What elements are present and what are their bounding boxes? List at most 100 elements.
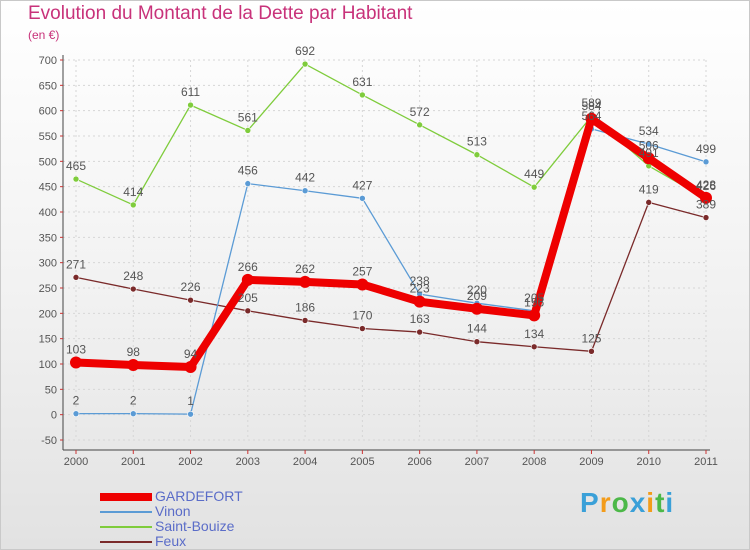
- data-label-vinon: 2: [73, 394, 80, 408]
- data-label-feux: 271: [66, 257, 86, 271]
- legend-swatch-gardefort: [100, 493, 152, 501]
- x-tick-label: 2001: [121, 456, 145, 468]
- data-label-feux: 125: [581, 331, 601, 345]
- data-label-feux: 248: [123, 269, 143, 283]
- data-point-saint-bouize: [301, 60, 309, 68]
- chart-title: Evolution du Montant de la Dette par Hab…: [28, 3, 413, 24]
- data-label-gardefort: 262: [295, 262, 315, 276]
- data-point-vinon: [187, 410, 194, 418]
- y-tick-label: 150: [39, 334, 57, 346]
- legend-label-saint-bouize: Saint-Bouize: [155, 518, 235, 534]
- data-point-gardefort: [470, 302, 483, 315]
- data-point-feux: [187, 296, 194, 304]
- data-point-gardefort: [127, 359, 140, 372]
- x-tick-label: 2008: [522, 456, 546, 468]
- data-point-feux: [530, 343, 538, 351]
- data-label-feux: 144: [467, 322, 487, 336]
- brand-letter: i: [665, 487, 675, 518]
- y-tick-label: -50: [41, 435, 57, 447]
- data-label-feux: 205: [238, 291, 258, 305]
- x-tick-label: 2000: [64, 456, 88, 468]
- data-label-saint-bouize: 589: [581, 96, 601, 110]
- series-line-vinon: [75, 128, 707, 415]
- data-label-saint-bouize: 561: [238, 110, 258, 124]
- data-label-saint-bouize: 631: [352, 75, 372, 89]
- data-label-gardefort: 98: [127, 345, 141, 359]
- legend-swatch-vinon: [100, 511, 152, 513]
- data-label-feux: 170: [352, 309, 372, 323]
- data-label-vinon: 1: [187, 394, 194, 408]
- data-point-feux: [359, 325, 366, 332]
- y-tick-label: 400: [39, 207, 57, 219]
- data-label-gardefort: 196: [524, 295, 544, 309]
- data-point-saint-bouize: [244, 127, 252, 134]
- data-point-feux: [645, 199, 653, 206]
- y-tick-label: 650: [39, 80, 57, 92]
- chart-subtitle: (en €): [28, 28, 60, 42]
- data-point-vinon: [645, 140, 653, 148]
- legend-label-gardefort: GARDEFORT: [155, 488, 243, 504]
- data-point-gardefort: [241, 273, 254, 286]
- x-tick-label: 2007: [465, 456, 489, 468]
- data-label-gardefort: 584: [581, 99, 601, 113]
- legend-label-vinon: Vinon: [155, 503, 191, 519]
- data-label-feux: 186: [295, 300, 315, 314]
- data-label-saint-bouize: 465: [66, 159, 86, 173]
- data-label-saint-bouize: 692: [295, 44, 315, 58]
- series-line-feux: [75, 201, 707, 352]
- data-label-vinon: 499: [696, 142, 716, 156]
- data-label-saint-bouize: 491: [639, 146, 659, 160]
- data-point-saint-bouize: [72, 175, 80, 183]
- data-label-vinon: 456: [238, 164, 258, 178]
- data-label-gardefort: 266: [238, 260, 258, 274]
- data-label-vinon: 564: [581, 109, 601, 123]
- data-label-saint-bouize: 572: [410, 105, 430, 119]
- data-label-saint-bouize: 414: [123, 185, 143, 199]
- brand-letter: t: [655, 487, 666, 518]
- data-point-feux: [72, 274, 80, 281]
- data-point-feux: [588, 348, 595, 355]
- y-tick-label: 500: [39, 156, 57, 168]
- data-label-saint-bouize: 426: [696, 179, 716, 193]
- data-label-gardefort: 428: [696, 178, 716, 192]
- data-label-saint-bouize: 449: [524, 167, 544, 181]
- data-label-feux: 419: [639, 182, 659, 196]
- x-tick-label: 2005: [350, 456, 374, 468]
- data-label-feux: 163: [410, 312, 430, 326]
- x-tick-label: 2006: [407, 456, 431, 468]
- data-label-gardefort: 257: [352, 264, 372, 278]
- data-point-vinon: [129, 410, 137, 417]
- brand-letter: o: [611, 487, 630, 518]
- data-point-saint-bouize: [530, 183, 538, 191]
- data-label-saint-bouize: 611: [181, 85, 200, 99]
- data-label-vinon: 427: [352, 178, 372, 192]
- data-point-saint-bouize: [129, 201, 137, 209]
- data-point-feux: [129, 285, 137, 293]
- data-label-vinon: 2: [130, 394, 137, 408]
- data-label-gardefort: 103: [66, 342, 86, 356]
- y-tick-label: 100: [39, 359, 57, 371]
- y-tick-label: 550: [39, 131, 57, 143]
- data-label-gardefort: 506: [639, 138, 659, 152]
- data-label-vinon: 220: [467, 283, 487, 297]
- y-tick-label: 700: [39, 55, 57, 67]
- data-point-gardefort: [700, 191, 712, 204]
- data-point-vinon: [72, 410, 80, 417]
- data-point-gardefort: [356, 278, 369, 291]
- data-point-gardefort: [413, 295, 426, 308]
- x-tick-label: 2011: [694, 456, 718, 468]
- proxiti-logo: Proxiti: [580, 487, 674, 519]
- data-point-vinon: [301, 187, 309, 195]
- data-point-vinon: [359, 195, 366, 202]
- legend-label-feux: Feux: [155, 533, 187, 549]
- data-point-saint-bouize: [473, 151, 481, 159]
- y-tick-label: 350: [39, 232, 57, 244]
- legend-swatch-saint-bouize: [100, 526, 152, 528]
- data-point-gardefort: [299, 275, 312, 288]
- y-tick-label: 50: [45, 384, 57, 396]
- data-point-feux: [416, 328, 423, 336]
- data-point-gardefort: [184, 361, 197, 374]
- data-label-feux: 134: [524, 327, 544, 341]
